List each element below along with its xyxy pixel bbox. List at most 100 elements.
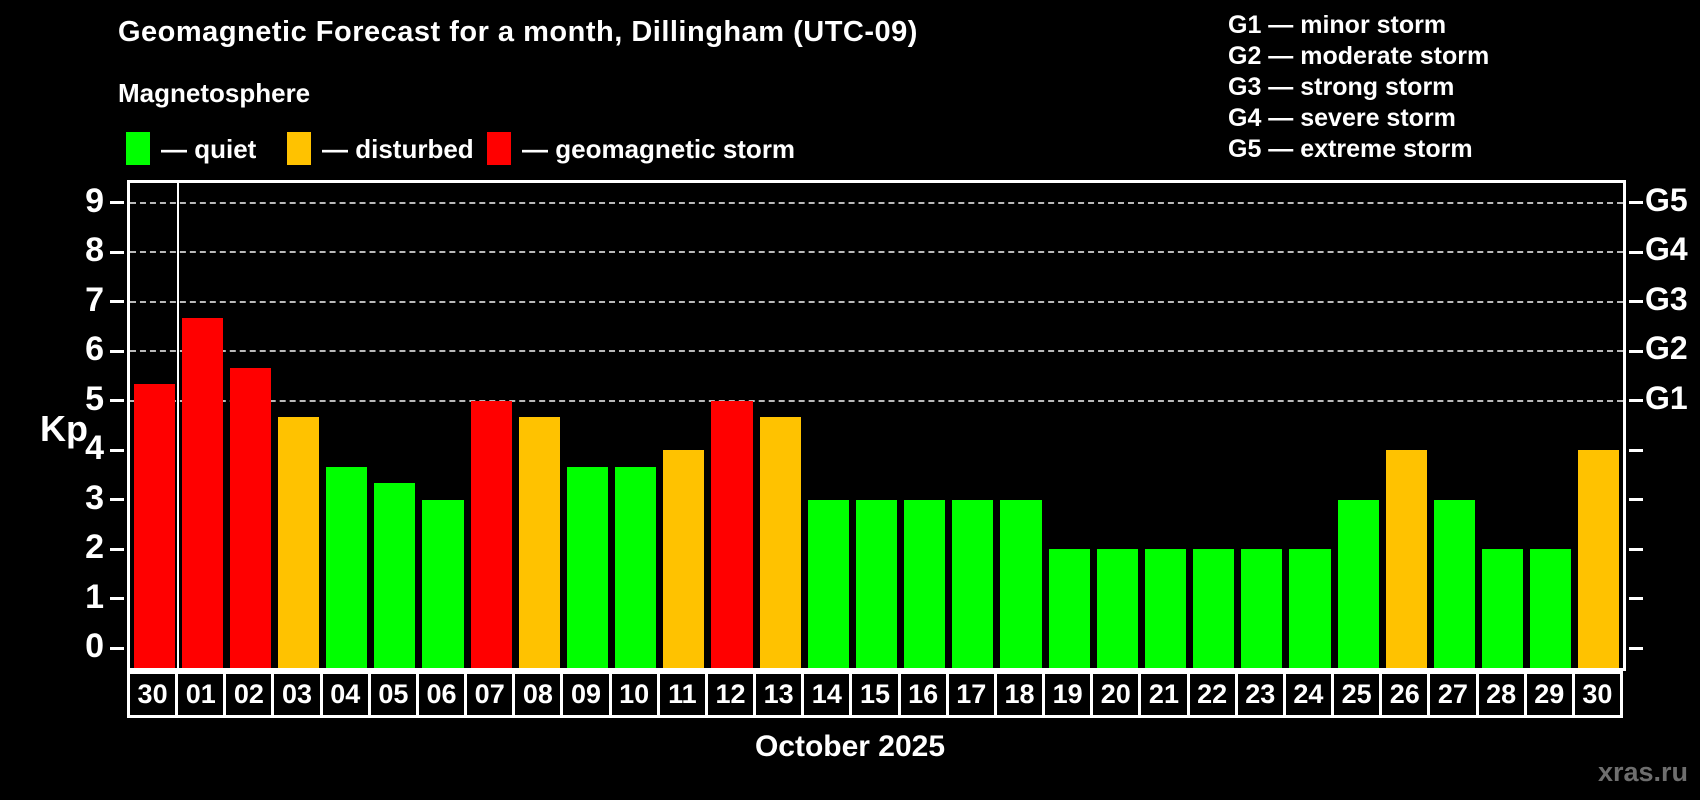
watermark: xras.ru (1597, 757, 1688, 787)
page-title: Geomagnetic Forecast for a month, Dillin… (118, 16, 918, 48)
date-cell: 26 (1379, 671, 1431, 718)
gridline-g4 (130, 251, 1623, 254)
right-axis-label-g3: G3 (1645, 280, 1688, 317)
prev-month-separator (177, 183, 180, 668)
y-tick-label: 7 (85, 280, 104, 319)
y-tick-left (110, 300, 124, 304)
g3-scale-label: G3 — strong storm (1228, 73, 1455, 101)
gridline-g5 (130, 201, 1623, 204)
disturbed-swatch-icon (287, 132, 311, 165)
y-tick-left (110, 349, 124, 353)
date-cell: 27 (1427, 671, 1479, 718)
date-cell: 09 (560, 671, 612, 718)
kp-bar-09 (566, 466, 609, 668)
y-tick-right (1629, 349, 1643, 353)
y-tick-label: 6 (85, 330, 104, 369)
chart-subtitle: Magnetosphere (118, 78, 311, 108)
y-tick-label: 5 (85, 379, 104, 418)
kp-bar-29 (1530, 549, 1572, 668)
y-tick-right (1629, 399, 1643, 403)
date-cell: 17 (945, 671, 997, 718)
storm-swatch-icon (487, 132, 511, 165)
date-cell: 13 (753, 671, 805, 718)
date-cell: 28 (1475, 671, 1527, 718)
date-cell: 20 (1090, 671, 1142, 718)
kp-bar-30 (1578, 450, 1620, 668)
kp-bar-10 (615, 466, 657, 668)
kp-bar-06 (422, 499, 464, 668)
kp-bar-13 (759, 417, 801, 668)
kp-bar-19 (1048, 549, 1090, 668)
g5-scale-label: G5 — extreme storm (1228, 135, 1473, 163)
y-tick-right (1629, 201, 1643, 205)
date-cell: 18 (993, 671, 1046, 718)
y-tick-left (110, 547, 124, 551)
date-cell: 22 (1186, 671, 1238, 718)
date-cell: 01 (175, 671, 227, 718)
date-cell: 30 (127, 671, 179, 718)
kp-bar-14 (807, 499, 849, 668)
date-cell: 29 (1523, 671, 1575, 718)
date-cell: 19 (1042, 671, 1094, 718)
kp-bar-03 (277, 417, 320, 668)
right-axis-label-g4: G4 (1645, 231, 1688, 268)
date-cell: 06 (415, 671, 468, 718)
kp-bar-24 (1289, 549, 1331, 668)
kp-bar-04 (326, 466, 368, 668)
date-cell: 07 (464, 671, 516, 718)
date-cell: 14 (801, 671, 853, 718)
kp-bar-02 (229, 367, 271, 668)
x-axis-title: October 2025 (754, 730, 946, 763)
y-tick-left (110, 448, 124, 452)
kp-bar-12 (711, 400, 753, 668)
kp-bar-28 (1482, 549, 1524, 668)
y-tick-right (1629, 547, 1643, 551)
g1-scale-label: G1 — minor storm (1228, 11, 1447, 39)
disturbed-legend-label: — disturbed (322, 134, 474, 164)
kp-bar-20 (1096, 549, 1138, 668)
right-axis-label-g5: G5 (1645, 181, 1688, 218)
date-cell: 30 (1571, 671, 1623, 718)
x-axis-date-row: 30 01 02 03 04 05 06 07 08 09 10 11 12 13 14 15 16 17 18 19… (127, 671, 1626, 718)
y-tick-right (1629, 498, 1643, 502)
gridline-g1 (130, 399, 1623, 402)
kp-bar-18 (1000, 499, 1042, 668)
y-tick-right (1629, 646, 1643, 650)
y-tick-label: 4 (85, 429, 104, 468)
storm-scale-legend: G1 — minor storm G2 — moderate storm G3 … (1228, 10, 1489, 165)
y-tick-label: 0 (85, 627, 104, 666)
quiet-swatch-icon (126, 132, 150, 165)
y-tick-left (110, 646, 124, 650)
kp-bar-15 (855, 499, 898, 668)
y-tick-right (1629, 300, 1643, 304)
g4-scale-label: G4 — severe storm (1228, 104, 1456, 132)
kp-bar-23 (1241, 549, 1283, 668)
magnetosphere-legend: — quiet — disturbed — geomagnetic storm (0, 132, 1100, 168)
gridline-g2 (130, 350, 1623, 353)
kp-bar-26 (1385, 450, 1427, 668)
date-cell: 15 (849, 671, 901, 718)
plot-area: G1 G2 G3 G4 G5 0 1 2 3 4 5 6 7 8 9 (85, 182, 1688, 668)
kp-bar-01 (181, 318, 223, 668)
y-tick-label: 9 (85, 181, 104, 220)
date-cell: 23 (1234, 671, 1286, 718)
date-cell: 05 (367, 671, 419, 718)
kp-bar-16 (904, 499, 946, 668)
storm-legend-label: — geomagnetic storm (522, 134, 796, 164)
kp-bar-07 (470, 400, 512, 668)
y-tick-label: 1 (85, 577, 104, 616)
y-tick-left (110, 399, 124, 403)
quiet-legend-label: — quiet (161, 134, 257, 164)
kp-bar-11 (663, 450, 705, 668)
y-tick-right (1629, 448, 1643, 452)
right-axis-label-g1: G1 (1645, 379, 1688, 416)
kp-bar-05 (374, 483, 416, 668)
date-cell: 24 (1282, 671, 1335, 718)
kp-bar-25 (1337, 499, 1379, 668)
date-cell: 12 (704, 671, 757, 718)
date-cell: 03 (271, 671, 323, 718)
plot-border: G1 G2 G3 G4 G5 0 1 2 3 4 5 6 7 8 9 (85, 180, 1688, 671)
y-axis-title: Kp (40, 408, 88, 449)
date-cell: 16 (897, 671, 949, 718)
y-tick-left (110, 201, 124, 205)
